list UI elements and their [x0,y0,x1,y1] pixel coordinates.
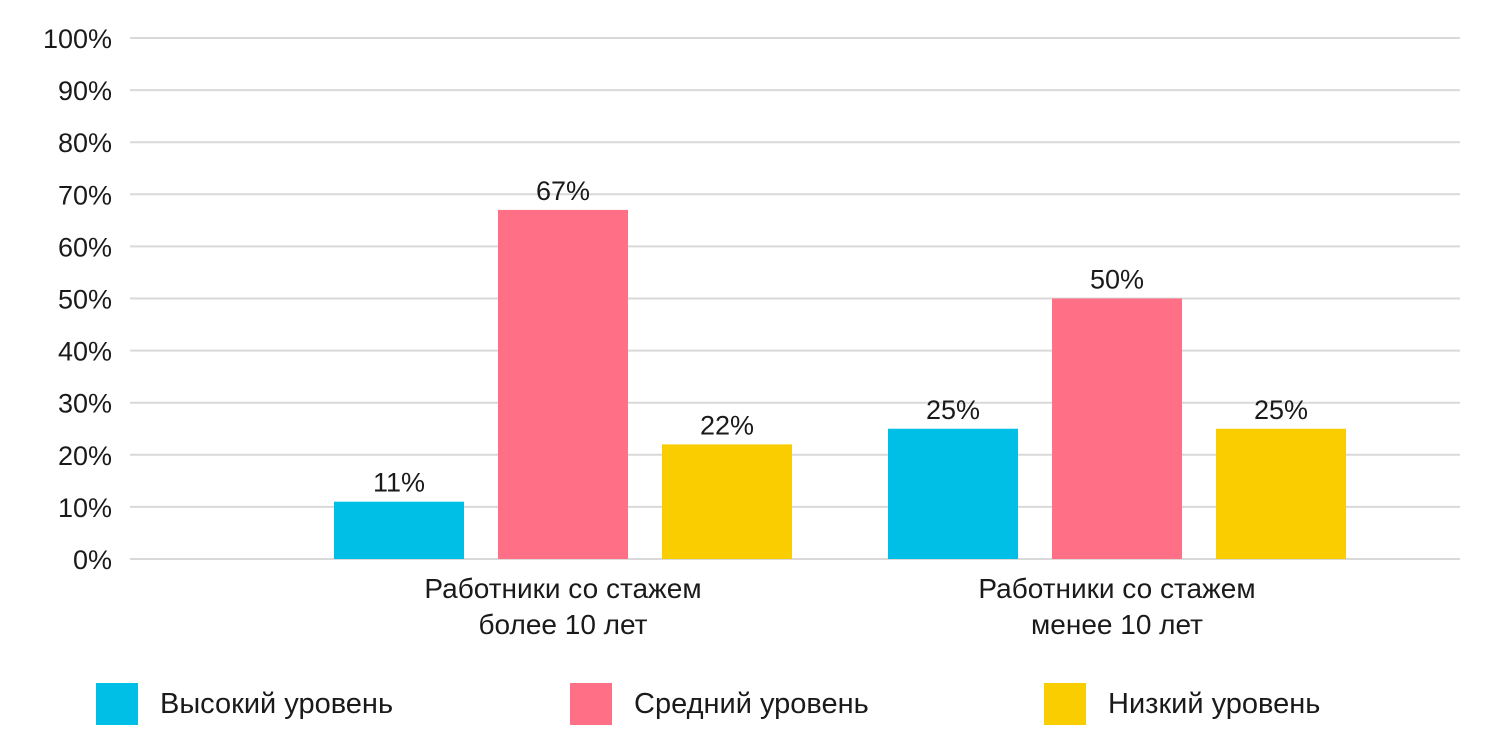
legend-label-low: Низкий уровень [1108,687,1321,720]
bar [1216,428,1346,559]
y-tick-label: 60% [58,232,112,262]
bar [498,209,628,559]
legend-swatch-medium [570,683,612,725]
bar [1052,298,1182,559]
data-label: 22% [700,410,754,440]
y-tick-label: 100% [43,24,112,54]
bar-chart: 0% 10% 20% 30% 40% 50% 60% 70% 80% 90% 100% 11% 25% 6… [43,24,1460,640]
data-label: 50% [1090,265,1144,295]
legend-label-high: Высокий уровень [160,687,394,720]
legend-item-medium: Средний уровень [570,682,869,726]
legend-label-medium: Средний уровень [634,687,869,720]
y-tick-label: 30% [58,389,112,419]
x-category-label: Работники со стажем менее 10 лет [978,573,1255,640]
data-label: 67% [536,176,590,206]
legend-swatch-high [96,683,138,725]
y-tick-label: 90% [58,76,112,106]
y-tick-label: 0% [73,545,112,575]
bar [662,444,792,559]
bar [334,501,464,559]
y-tick-label: 20% [58,441,112,471]
x-category-label: Работники со стажем более 10 лет [424,573,701,640]
legend-swatch-low [1044,683,1086,725]
y-tick-label: 80% [58,128,112,158]
legend-item-high: Высокий уровень [96,682,393,726]
data-label: 11% [373,468,425,498]
legend: Высокий уровень Средний уровень Низкий у… [0,682,1488,726]
y-tick-label: 70% [58,180,112,210]
y-tick-label: 40% [58,337,112,367]
legend-item-low: Низкий уровень [1044,682,1320,726]
y-tick-label: 10% [58,493,112,523]
bar [888,428,1018,559]
data-label: 25% [1254,395,1308,425]
data-label: 25% [926,395,980,425]
y-tick-label: 50% [58,285,112,315]
